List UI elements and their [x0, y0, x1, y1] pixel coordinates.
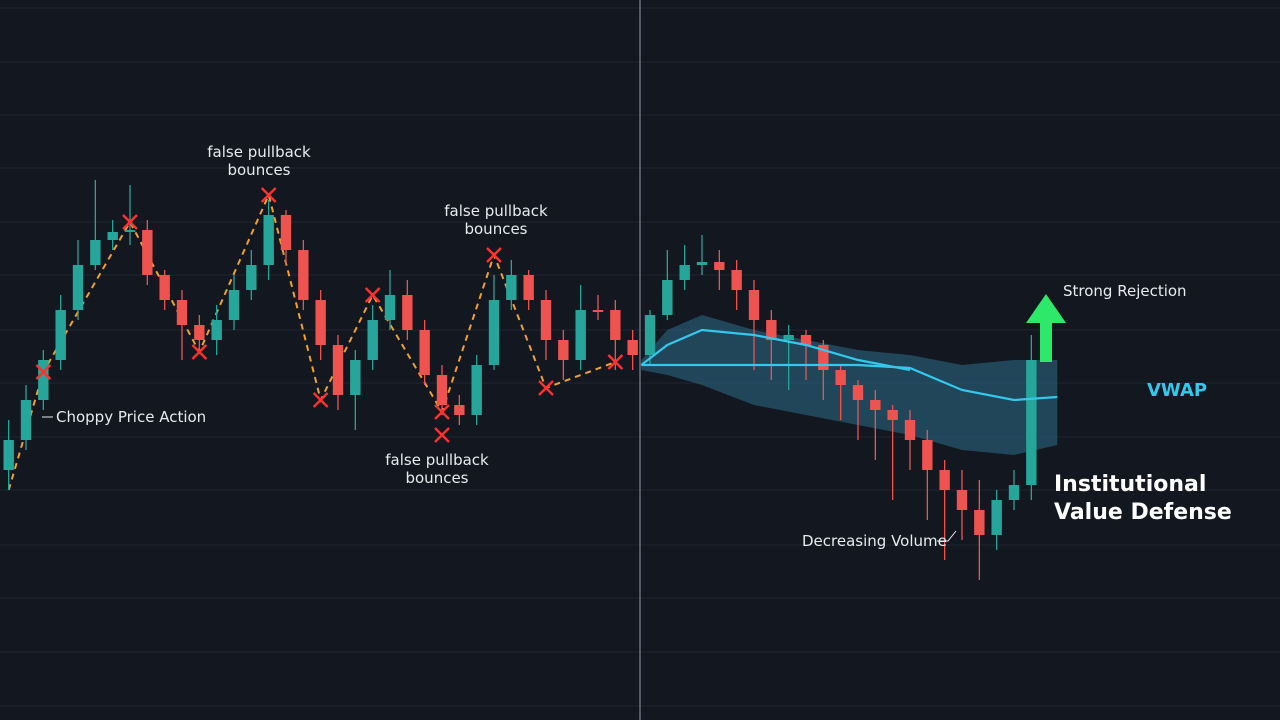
candle-body	[852, 385, 864, 400]
x-marker	[434, 427, 450, 443]
candle-body	[107, 232, 118, 240]
candle-body	[454, 405, 465, 415]
candle-body	[55, 310, 66, 360]
candle-body	[783, 335, 794, 340]
candle-body	[488, 300, 500, 365]
x-marker	[312, 392, 329, 408]
candle-body	[350, 360, 361, 395]
annotations: false pullback bounces false pullback boun…	[42, 143, 1232, 550]
rejection-arrow	[1026, 294, 1066, 362]
candle-body	[974, 510, 985, 535]
candle-body	[72, 265, 84, 310]
x-marker	[486, 247, 502, 263]
annotation: false pullback bounces	[207, 143, 311, 179]
candle-body	[194, 325, 205, 340]
candle-body	[887, 410, 898, 420]
candle-body	[38, 360, 49, 400]
candle-body	[523, 275, 534, 300]
candle-body	[367, 320, 378, 360]
candle-body	[1026, 360, 1037, 485]
candle-body	[419, 330, 430, 375]
candle-body	[315, 300, 326, 345]
candle-body	[332, 345, 344, 395]
candle-body	[558, 340, 569, 360]
x-marker	[364, 287, 381, 303]
candle-body	[402, 295, 413, 330]
candle-body	[246, 265, 257, 290]
annotation: Institutional Value Defense	[1054, 472, 1232, 525]
annotation: false pullback bounces	[385, 451, 489, 487]
candle-body	[731, 270, 742, 290]
candle-body	[142, 230, 153, 275]
annotation: Strong Rejection	[1063, 282, 1187, 300]
candle-body	[766, 320, 777, 340]
candle-body	[575, 310, 586, 360]
vwap-label: VWAP	[1147, 380, 1207, 401]
candle-body	[679, 265, 690, 280]
candle-body	[714, 262, 725, 270]
candle-body	[540, 300, 552, 340]
candle-body	[436, 375, 448, 405]
candle-body	[20, 400, 32, 440]
candle-body	[904, 420, 916, 440]
candle-body	[748, 290, 760, 320]
candle-body	[176, 300, 188, 325]
candle-body	[610, 310, 621, 340]
candle-body	[870, 400, 881, 410]
candle-body	[471, 365, 482, 415]
candle-body	[159, 275, 170, 300]
candle-body	[3, 440, 14, 470]
candle-body	[991, 500, 1002, 535]
candle-body	[956, 490, 968, 510]
candle-body	[280, 215, 292, 250]
plot	[3, 180, 1058, 580]
candle-body	[90, 240, 101, 265]
annotation: Choppy Price Action	[56, 408, 206, 426]
x-marker	[122, 214, 138, 230]
vwap-band	[641, 315, 1058, 455]
candle-body	[644, 315, 656, 355]
x-marker	[35, 364, 52, 380]
vwap-line	[640, 328, 911, 372]
candle-body	[211, 320, 222, 340]
candle-body	[506, 275, 517, 300]
x-marker	[191, 344, 208, 360]
x-marker	[260, 187, 277, 203]
leader	[937, 530, 957, 542]
vwap-line	[641, 363, 1058, 402]
candle-body	[592, 310, 604, 312]
x-marker	[434, 404, 450, 420]
x-marker	[538, 380, 554, 396]
candle-body	[696, 262, 708, 265]
candle-body	[228, 290, 240, 320]
annotation: Decreasing Volume	[802, 532, 947, 550]
candle-body	[384, 295, 396, 320]
candle-body	[124, 230, 136, 232]
candle-body	[835, 370, 846, 385]
x-marker	[607, 354, 624, 370]
candle-body	[922, 440, 933, 470]
candle-body	[298, 250, 309, 300]
candle-body	[627, 340, 638, 355]
candle-body	[800, 335, 812, 345]
candle-body	[939, 470, 950, 490]
candle-body	[662, 280, 673, 315]
candle-body	[1008, 485, 1020, 500]
candle-body	[818, 345, 829, 370]
candle-body	[263, 215, 274, 265]
annotation: false pullback bounces	[444, 202, 548, 238]
